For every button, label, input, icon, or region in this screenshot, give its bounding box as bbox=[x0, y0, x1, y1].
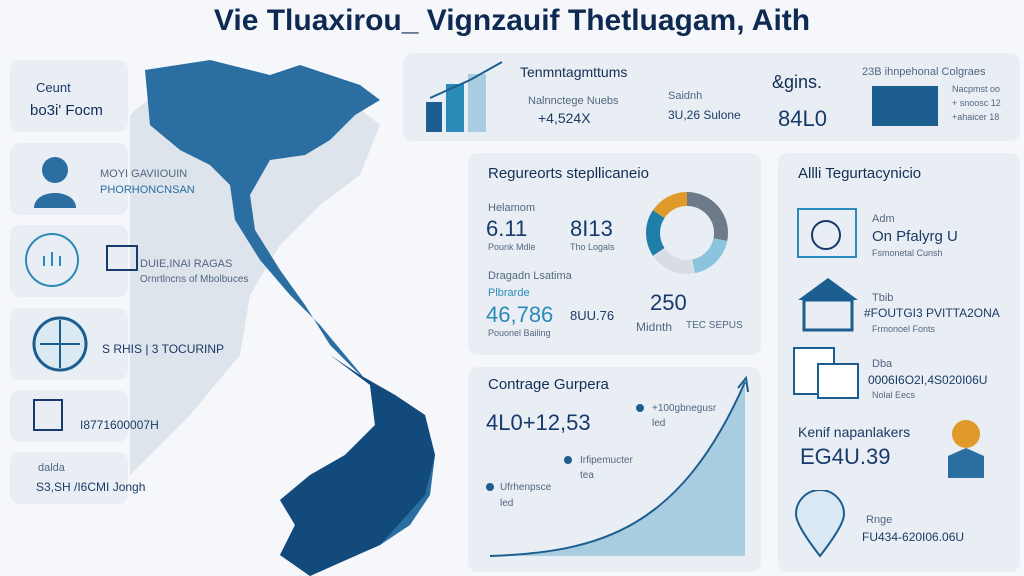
map bbox=[130, 60, 435, 576]
value: 250 bbox=[650, 290, 687, 315]
bar-icon bbox=[426, 61, 503, 132]
note: Irfipemucter bbox=[580, 455, 633, 466]
label: Plbrarde bbox=[488, 287, 530, 299]
globe-icon bbox=[32, 316, 88, 372]
note: Pouonel Bailing bbox=[488, 328, 551, 338]
label: Kenif napanlakers bbox=[798, 424, 911, 440]
icon bbox=[948, 420, 984, 478]
area-chart bbox=[486, 375, 749, 557]
icon bbox=[25, 233, 79, 287]
icon bbox=[797, 208, 857, 258]
card bbox=[10, 390, 128, 442]
value: #FOUTGI3 PVITTA2ONA bbox=[864, 306, 1000, 320]
label: Dba bbox=[872, 358, 893, 370]
note: +100gbnegusr bbox=[652, 403, 717, 414]
value: 8I13 bbox=[570, 216, 613, 241]
card bbox=[10, 225, 128, 297]
card bbox=[10, 452, 128, 504]
value: 0006I6O2I,4S020I06U bbox=[868, 373, 988, 387]
house-icon bbox=[798, 278, 858, 332]
value: S3,SH /I6CMI Jongh bbox=[36, 480, 146, 494]
note: Ufrhenpsce bbox=[500, 482, 552, 493]
label: Ceunt bbox=[36, 80, 71, 95]
label: I8771600007H bbox=[80, 418, 159, 432]
label: Nalnnctege Nuebs bbox=[528, 95, 619, 107]
label: Helamom bbox=[488, 202, 536, 214]
label: S RHIS | 3 TOCURINP bbox=[102, 342, 225, 356]
label: dalda bbox=[38, 462, 65, 474]
person-icon bbox=[34, 157, 76, 208]
value: 84L0 bbox=[778, 106, 827, 131]
value: 6.11 bbox=[486, 216, 528, 241]
panel-title: Regureorts stepllicaneio bbox=[488, 165, 649, 182]
doc-icon bbox=[793, 347, 859, 399]
note: led bbox=[500, 498, 514, 509]
icon bbox=[33, 399, 63, 431]
label: &gins. bbox=[772, 72, 823, 92]
value: PHORHONCNSAN bbox=[100, 184, 195, 196]
label: DUIE,INAI RAGAS bbox=[140, 258, 233, 270]
label: Adm bbox=[872, 213, 895, 225]
note: tea bbox=[580, 470, 594, 481]
donut bbox=[646, 192, 728, 274]
note: Midnth bbox=[636, 320, 673, 334]
label: Tbib bbox=[872, 292, 894, 304]
value: 4L0+12,53 bbox=[486, 410, 591, 435]
value: bo3i' Focm bbox=[30, 102, 103, 119]
line: + snoosc 12 bbox=[952, 98, 1001, 108]
line: Nacpmst oo bbox=[952, 84, 1001, 94]
label: Rnge bbox=[866, 514, 893, 526]
note: Nolal Eecs bbox=[872, 390, 916, 400]
value: FU434-620I06.06U bbox=[862, 530, 965, 544]
value: 3U,26 Sulone bbox=[668, 108, 741, 122]
note: Frmonoel Fonts bbox=[872, 324, 936, 334]
label: MOYI GAVIIOUIN bbox=[100, 168, 188, 180]
title: Vie Tluaxirou_ Vignzauif Thetluagam, Ait… bbox=[213, 4, 811, 37]
panel-title: Allli Tegurtacynicio bbox=[798, 165, 922, 182]
label: Saidnh bbox=[668, 90, 703, 102]
value: EG4U.39 bbox=[800, 444, 891, 469]
panel-title: Contrage Gurpera bbox=[488, 376, 609, 393]
note: Pounk Mdle bbox=[488, 242, 536, 252]
note: Fsmonetal Cunsh bbox=[872, 248, 943, 258]
label: Dragadn Lsatima bbox=[488, 270, 572, 282]
pin-icon bbox=[794, 490, 846, 558]
label: 23B ihnpehonal Colgraes bbox=[862, 66, 986, 78]
value: 8UU.76 bbox=[570, 308, 615, 323]
image bbox=[872, 86, 938, 126]
icon bbox=[106, 245, 138, 271]
card bbox=[10, 60, 128, 132]
value: Ornrtlncns of Mbolbuces bbox=[140, 274, 249, 285]
note: Tho Logals bbox=[570, 242, 615, 252]
value: +4,524X bbox=[538, 110, 591, 126]
value: On Pfalyrg U bbox=[872, 228, 958, 245]
panel-title: Tenmntagmttums bbox=[520, 64, 628, 80]
note: led bbox=[652, 418, 666, 429]
line: +ahaicer 18 bbox=[952, 112, 1000, 122]
value: 46,786 bbox=[486, 302, 554, 327]
note: TEC SEPUS bbox=[686, 320, 743, 331]
